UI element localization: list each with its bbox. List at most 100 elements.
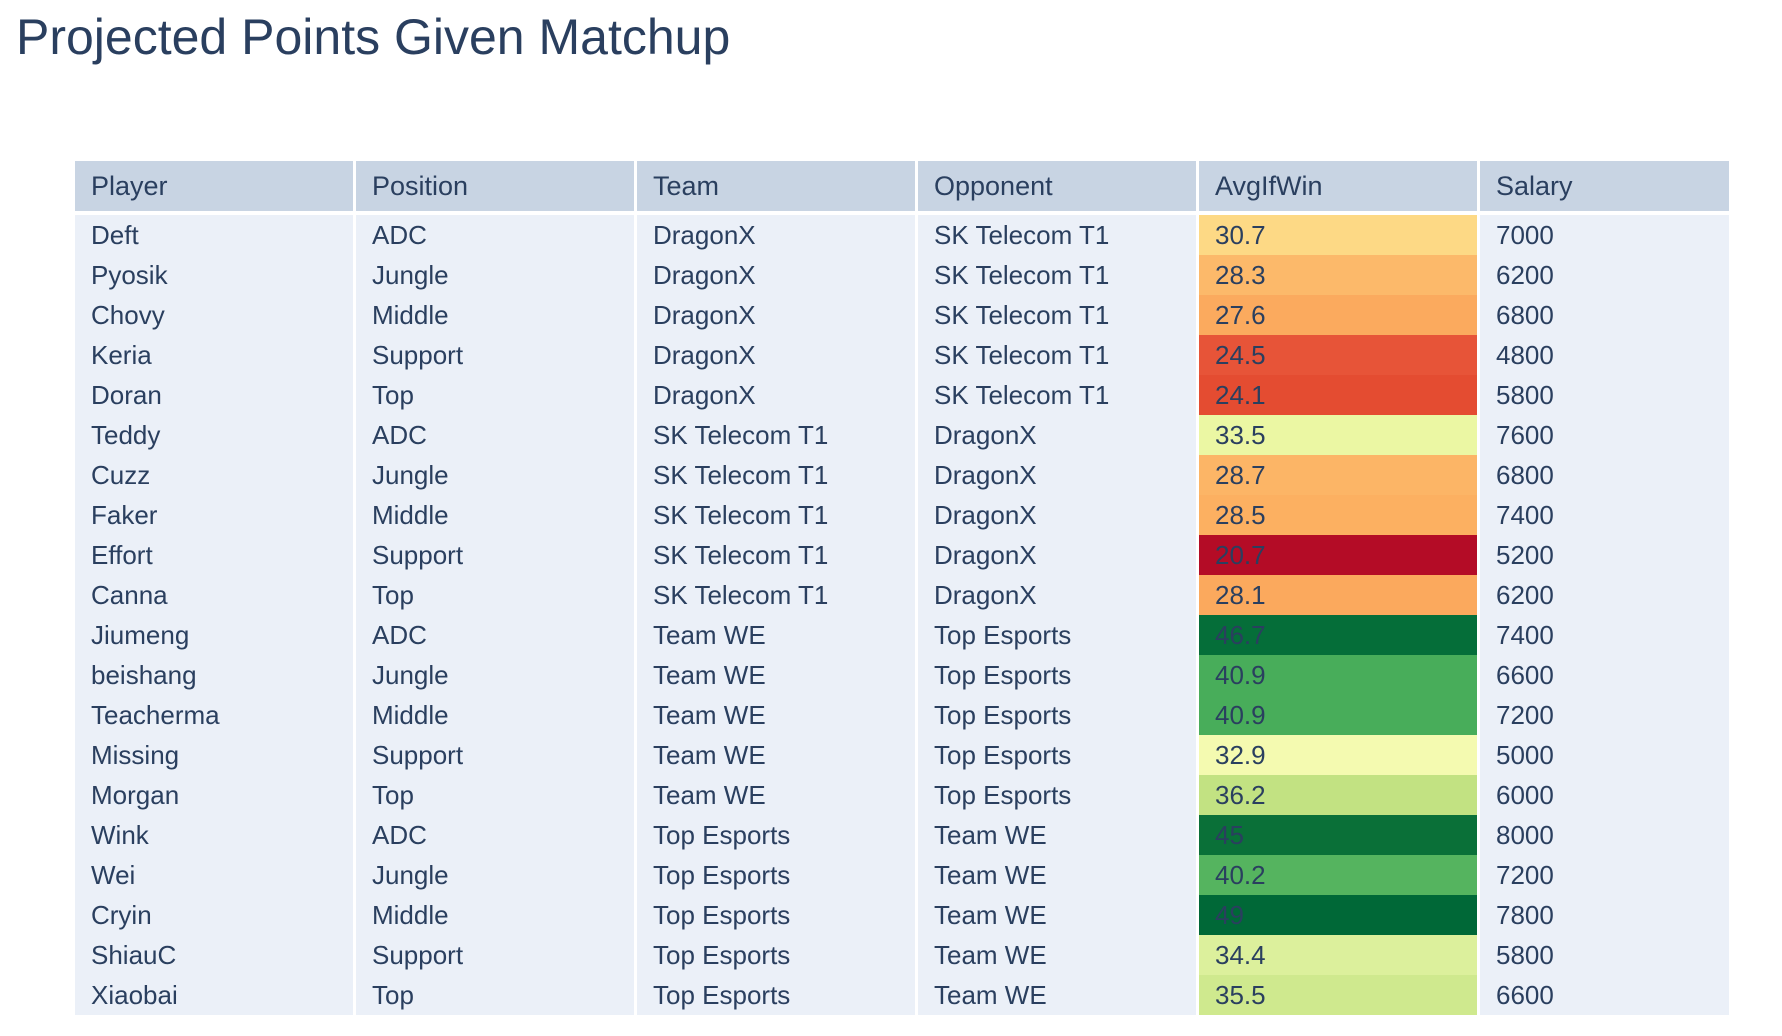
cell-team: Team WE xyxy=(637,735,918,775)
cell-position: Top xyxy=(356,775,637,815)
cell-team: Team WE xyxy=(637,655,918,695)
table-row: Chovy Middle DragonX SK Telecom T1 27.6 6800 xyxy=(75,295,1732,335)
cell-player: Wink xyxy=(75,815,356,855)
cell-position: Support xyxy=(356,935,637,975)
cell-salary: 7400 xyxy=(1480,495,1732,535)
cell-salary: 8000 xyxy=(1480,815,1732,855)
table-row: beishang Jungle Team WE Top Esports 40.9 6600 xyxy=(75,655,1732,695)
cell-player: Effort xyxy=(75,535,356,575)
cell-opponent: DragonX xyxy=(918,415,1199,455)
cell-avg-if-win: 36.2 xyxy=(1199,775,1480,815)
cell-player: beishang xyxy=(75,655,356,695)
cell-player: Teacherma xyxy=(75,695,356,735)
cell-avg-if-win: 34.4 xyxy=(1199,935,1480,975)
cell-salary: 6600 xyxy=(1480,655,1732,695)
cell-opponent: SK Telecom T1 xyxy=(918,295,1199,335)
cell-position: Middle xyxy=(356,495,637,535)
page-title: Projected Points Given Matchup xyxy=(16,9,731,65)
cell-position: Middle xyxy=(356,895,637,935)
cell-opponent: SK Telecom T1 xyxy=(918,335,1199,375)
cell-salary: 6200 xyxy=(1480,255,1732,295)
cell-player: Jiumeng xyxy=(75,615,356,655)
cell-avg-if-win: 45 xyxy=(1199,815,1480,855)
table-body: Deft ADC DragonX SK Telecom T1 30.7 7000 Pyosi… xyxy=(75,215,1732,1015)
cell-avg-if-win: 28.7 xyxy=(1199,455,1480,495)
cell-position: ADC xyxy=(356,215,637,255)
table-row: Keria Support DragonX SK Telecom T1 24.5 4800 xyxy=(75,335,1732,375)
cell-position: Middle xyxy=(356,295,637,335)
cell-avg-if-win: 35.5 xyxy=(1199,975,1480,1015)
cell-team: Team WE xyxy=(637,695,918,735)
table-row: Cryin Middle Top Esports Team WE 49 7800 xyxy=(75,895,1732,935)
table-row: Canna Top SK Telecom T1 DragonX 28.1 6200 xyxy=(75,575,1732,615)
table-row: Missing Support Team WE Top Esports 32.9 5000 xyxy=(75,735,1732,775)
cell-salary: 7000 xyxy=(1480,215,1732,255)
cell-position: Support xyxy=(356,735,637,775)
cell-player: Xiaobai xyxy=(75,975,356,1015)
cell-player: Chovy xyxy=(75,295,356,335)
cell-position: Top xyxy=(356,375,637,415)
cell-opponent: Team WE xyxy=(918,815,1199,855)
cell-opponent: Team WE xyxy=(918,975,1199,1015)
cell-team: DragonX xyxy=(637,215,918,255)
column-header-salary: Salary xyxy=(1480,161,1732,215)
cell-player: Faker xyxy=(75,495,356,535)
cell-salary: 6600 xyxy=(1480,975,1732,1015)
cell-avg-if-win: 28.5 xyxy=(1199,495,1480,535)
cell-team: Top Esports xyxy=(637,895,918,935)
cell-team: DragonX xyxy=(637,255,918,295)
projected-points-table: Player Position Team Opponent AvgIfWin Salary… xyxy=(75,161,1732,1015)
cell-team: DragonX xyxy=(637,375,918,415)
cell-team: Top Esports xyxy=(637,855,918,895)
cell-salary: 7800 xyxy=(1480,895,1732,935)
cell-opponent: SK Telecom T1 xyxy=(918,375,1199,415)
cell-opponent: Team WE xyxy=(918,895,1199,935)
cell-avg-if-win: 30.7 xyxy=(1199,215,1480,255)
cell-avg-if-win: 24.1 xyxy=(1199,375,1480,415)
cell-salary: 6800 xyxy=(1480,455,1732,495)
cell-opponent: DragonX xyxy=(918,495,1199,535)
cell-position: Support xyxy=(356,535,637,575)
cell-avg-if-win: 27.6 xyxy=(1199,295,1480,335)
cell-salary: 5200 xyxy=(1480,535,1732,575)
cell-team: DragonX xyxy=(637,295,918,335)
cell-opponent: SK Telecom T1 xyxy=(918,215,1199,255)
cell-avg-if-win: 40.9 xyxy=(1199,695,1480,735)
cell-player: Keria xyxy=(75,335,356,375)
table-row: Wei Jungle Top Esports Team WE 40.2 7200 xyxy=(75,855,1732,895)
table-row: Jiumeng ADC Team WE Top Esports 46.7 7400 xyxy=(75,615,1732,655)
cell-salary: 7200 xyxy=(1480,695,1732,735)
cell-salary: 4800 xyxy=(1480,335,1732,375)
table-row: ShiauC Support Top Esports Team WE 34.4 5800 xyxy=(75,935,1732,975)
cell-position: Middle xyxy=(356,695,637,735)
cell-position: Jungle xyxy=(356,255,637,295)
cell-salary: 7400 xyxy=(1480,615,1732,655)
header-row: Player Position Team Opponent AvgIfWin Salary xyxy=(75,161,1732,215)
cell-team: SK Telecom T1 xyxy=(637,455,918,495)
cell-position: ADC xyxy=(356,815,637,855)
cell-avg-if-win: 40.9 xyxy=(1199,655,1480,695)
cell-team: SK Telecom T1 xyxy=(637,535,918,575)
table-row: Deft ADC DragonX SK Telecom T1 30.7 7000 xyxy=(75,215,1732,255)
cell-position: Top xyxy=(356,975,637,1015)
cell-avg-if-win: 24.5 xyxy=(1199,335,1480,375)
cell-player: Wei xyxy=(75,855,356,895)
cell-opponent: Top Esports xyxy=(918,615,1199,655)
cell-position: Jungle xyxy=(356,655,637,695)
column-header-team: Team xyxy=(637,161,918,215)
cell-salary: 6000 xyxy=(1480,775,1732,815)
cell-opponent: DragonX xyxy=(918,455,1199,495)
cell-position: Top xyxy=(356,575,637,615)
cell-team: SK Telecom T1 xyxy=(637,495,918,535)
column-header-position: Position xyxy=(356,161,637,215)
cell-salary: 5800 xyxy=(1480,935,1732,975)
cell-position: Jungle xyxy=(356,455,637,495)
cell-avg-if-win: 49 xyxy=(1199,895,1480,935)
cell-salary: 5800 xyxy=(1480,375,1732,415)
cell-team: DragonX xyxy=(637,335,918,375)
cell-player: Teddy xyxy=(75,415,356,455)
cell-opponent: Top Esports xyxy=(918,695,1199,735)
cell-avg-if-win: 32.9 xyxy=(1199,735,1480,775)
cell-player: Morgan xyxy=(75,775,356,815)
column-header-player: Player xyxy=(75,161,356,215)
